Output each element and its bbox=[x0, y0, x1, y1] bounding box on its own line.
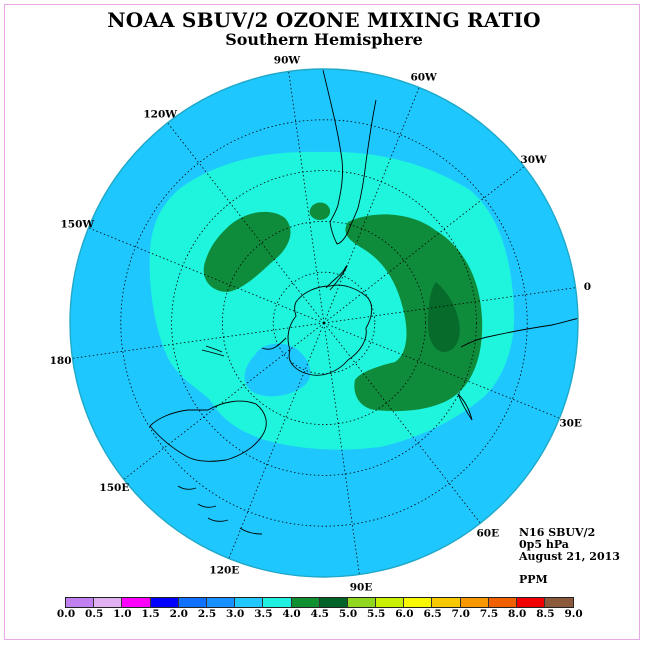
colorbar-segment bbox=[66, 598, 95, 607]
longitude-labels: 90W 60W 30W 0 30E 60E 90E 120E 150E 180 150W 120W bbox=[50, 55, 591, 594]
colorbar-tick-label: 1.0 bbox=[113, 608, 132, 620]
colorbar-tick-label: 6.0 bbox=[395, 608, 414, 620]
longitude-label: 90W bbox=[274, 55, 301, 67]
date-label: August 21, 2013 bbox=[519, 550, 620, 563]
africa bbox=[460, 317, 578, 348]
map-title: NOAA SBUV/2 OZONE MIXING RATIO bbox=[107, 8, 541, 32]
longitude-label: 0 bbox=[584, 281, 591, 293]
colorbar-tick-label: 0.5 bbox=[85, 608, 104, 620]
colorbar-segment bbox=[263, 598, 292, 607]
ross-ice-shelf-edge bbox=[261, 337, 287, 350]
colorbar-segment bbox=[488, 598, 517, 607]
figure-frame bbox=[4, 4, 640, 640]
longitude-label: 30E bbox=[559, 418, 582, 430]
colorbar-segment bbox=[432, 598, 461, 607]
colorbar bbox=[65, 597, 575, 608]
colorbar-tick-label: 5.5 bbox=[367, 608, 386, 620]
colorbar-segment bbox=[376, 598, 405, 607]
colorbar-tick-label: 4.5 bbox=[310, 608, 329, 620]
colorbar-segment bbox=[545, 598, 574, 607]
longitude-label: 30W bbox=[520, 154, 547, 166]
colorbar-segment bbox=[460, 598, 489, 607]
colorbar-segment bbox=[206, 598, 236, 607]
coastlines bbox=[149, 69, 578, 535]
colorbar-tick-label: 2.0 bbox=[169, 608, 188, 620]
colorbar-segment bbox=[235, 598, 264, 607]
new-zealand bbox=[201, 345, 225, 357]
longitude-label: 120E bbox=[209, 565, 239, 577]
colorbar-segment bbox=[319, 598, 348, 607]
latitude-circle bbox=[272, 271, 376, 375]
colorbar-tick-label: 7.5 bbox=[479, 608, 499, 620]
colorbar-segment bbox=[517, 598, 546, 607]
colorbar-segment bbox=[347, 598, 377, 607]
latitude-circle bbox=[120, 119, 528, 527]
colorbar-tick-label: 5.0 bbox=[338, 608, 358, 620]
longitude-label: 90E bbox=[350, 581, 373, 593]
latitude-circle bbox=[221, 220, 426, 425]
longitude-label: 60E bbox=[476, 528, 499, 540]
madagascar bbox=[457, 393, 473, 421]
australia bbox=[149, 400, 267, 462]
antarctica-coast bbox=[287, 284, 373, 376]
colorbar-tick-label: 3.0 bbox=[226, 608, 245, 620]
south-america bbox=[322, 69, 377, 245]
colorbar-segment bbox=[150, 598, 179, 607]
colorbar-segment bbox=[94, 598, 123, 607]
indonesia-islands bbox=[177, 485, 263, 535]
colorbar-segment bbox=[122, 598, 151, 607]
map-subtitle: Southern Hemisphere bbox=[225, 30, 423, 49]
colorbar-segment bbox=[291, 598, 320, 607]
colorbar-ticks: 0.0 0.5 1.0 1.5 2.0 2.5 3.0 3.5 4.0 4.5 5.0 5.5 6.0 6… bbox=[0, 608, 648, 622]
ozone-band-4-0-4-5-small bbox=[309, 202, 331, 220]
longitude-label: 150E bbox=[99, 482, 129, 494]
ozone-low-pocket bbox=[244, 343, 311, 397]
latitude-circle bbox=[171, 170, 477, 476]
colorbar-tick-label: 7.0 bbox=[451, 608, 470, 620]
product-info: N16 SBUV/2 0p5 hPa August 21, 2013 bbox=[519, 527, 620, 563]
units-label: PPM bbox=[519, 573, 548, 586]
instrument-label: N16 SBUV/2 bbox=[519, 526, 596, 539]
colorbar-segment bbox=[178, 598, 207, 607]
colorbar-tick-label: 2.5 bbox=[197, 608, 217, 620]
ozone-band-4-0-4-5-east bbox=[345, 214, 483, 412]
colorbar-tick-label: 0.0 bbox=[56, 608, 76, 620]
colorbar-tick-label: 4.0 bbox=[282, 608, 301, 620]
colorbar-tick-label: 1.5 bbox=[141, 608, 160, 620]
map-disk-outline bbox=[69, 68, 579, 578]
colorbar-tick-label: 3.5 bbox=[254, 608, 273, 620]
ozone-band-4-5-5-0 bbox=[428, 282, 460, 353]
colorbar-tick-label: 8.0 bbox=[508, 608, 527, 620]
graticule bbox=[72, 71, 576, 575]
longitude-label: 120W bbox=[143, 108, 177, 120]
longitude-label: 60W bbox=[410, 71, 437, 83]
colorbar-segment bbox=[404, 598, 433, 607]
longitude-label: 150W bbox=[61, 218, 95, 230]
antarctic-peninsula bbox=[325, 265, 348, 291]
ozone-band-4-0-4-5-west bbox=[203, 211, 291, 292]
colorbar-tick-label: 9.0 bbox=[564, 608, 583, 620]
pressure-level-label: 0p5 hPa bbox=[519, 538, 569, 551]
colorbar-tick-label: 8.5 bbox=[536, 608, 555, 620]
longitude-label: 180 bbox=[50, 355, 72, 367]
colorbar-tick-label: 6.5 bbox=[423, 608, 442, 620]
